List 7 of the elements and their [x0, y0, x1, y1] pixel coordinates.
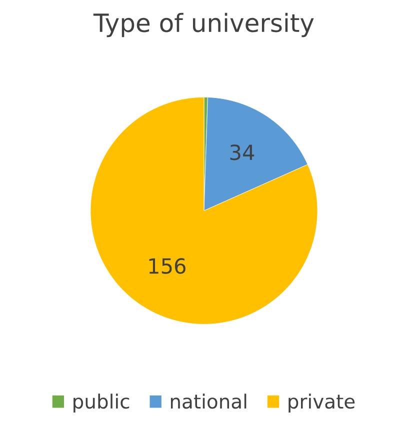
chart-title: Type of university: [93, 12, 314, 38]
data-label: 34: [230, 144, 254, 160]
pie-slice: [90, 96, 318, 324]
legend-label: national: [170, 394, 246, 409]
legend-label: private: [288, 394, 355, 412]
data-label: 156: [149, 258, 186, 274]
legend-label: public: [74, 394, 130, 412]
